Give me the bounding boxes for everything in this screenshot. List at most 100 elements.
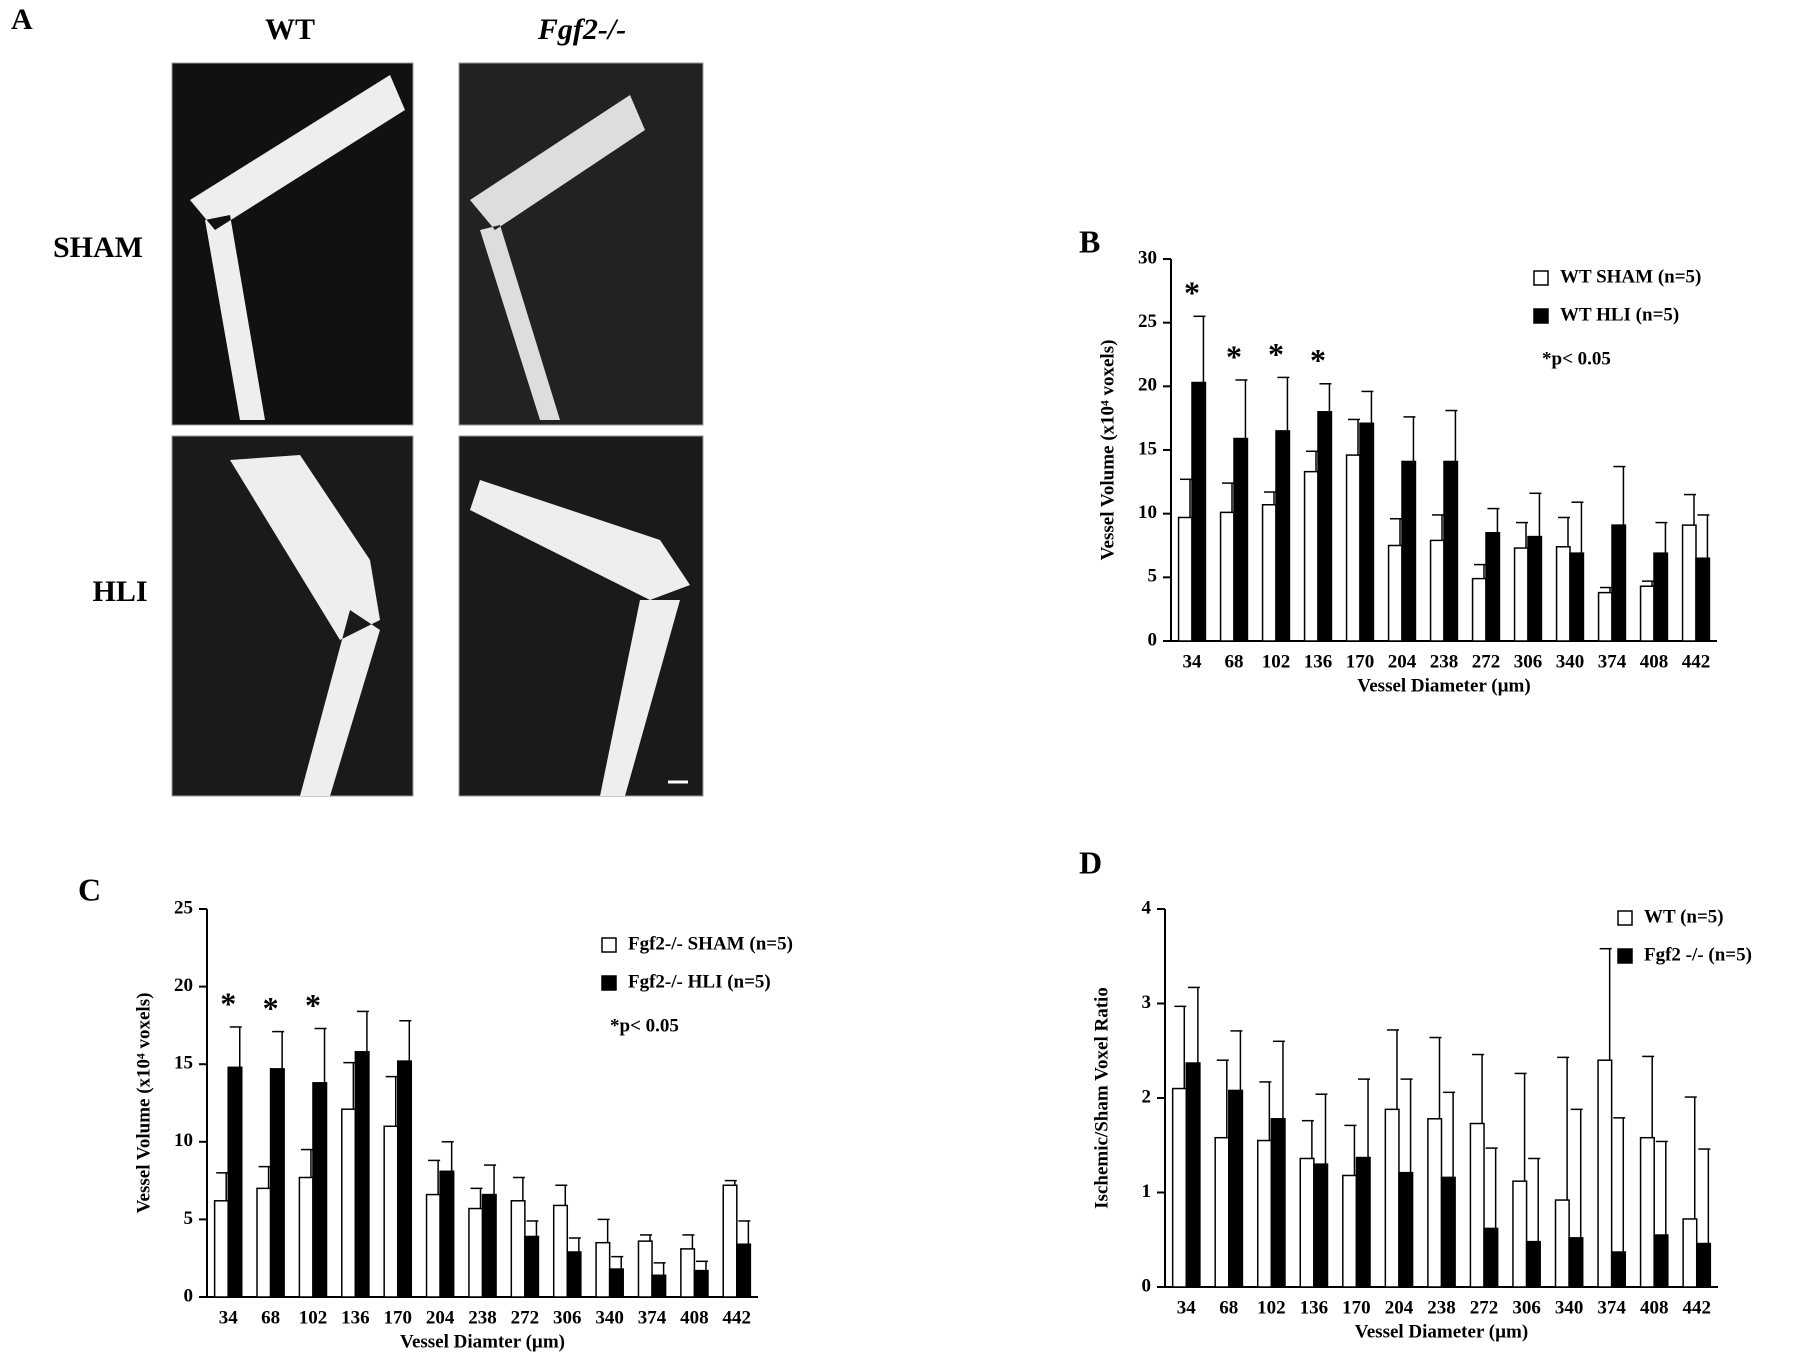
bar (637, 1240, 653, 1298)
bar (227, 1066, 243, 1298)
y-tick-label: 15 (174, 1053, 193, 1074)
bar (1611, 524, 1627, 642)
panel-label: A (11, 3, 33, 36)
bar (1313, 1163, 1329, 1288)
bar (439, 1170, 455, 1298)
y-tick-label: 25 (1138, 311, 1157, 332)
y-tick-label: 25 (174, 897, 193, 918)
x-tick-label: 102 (1257, 1297, 1286, 1318)
bar (651, 1274, 667, 1298)
bone-shape (470, 95, 645, 420)
bar (213, 1200, 229, 1298)
bar (1270, 1118, 1286, 1288)
x-tick-label: 34 (219, 1307, 239, 1328)
y-tick-label: 30 (1138, 247, 1157, 268)
x-tick-label: 272 (1470, 1297, 1499, 1318)
bar (1427, 1118, 1443, 1288)
x-axis-label: Vessel Diameter (µm) (1355, 1321, 1528, 1342)
y-axis-label: Ischemic/Sham Voxel Ratio (1091, 987, 1112, 1209)
bar (1177, 516, 1193, 642)
panel-a-images (171, 62, 704, 797)
legend-label: WT (n=5) (1644, 906, 1724, 927)
y-tick-label: 10 (1138, 502, 1157, 523)
x-tick-label: 204 (1385, 1297, 1414, 1318)
bar (298, 1176, 314, 1298)
x-axis-label: Vessel Diameter (µm) (1357, 675, 1530, 696)
legend-swatch (601, 975, 617, 991)
bar (552, 1204, 569, 1298)
y-tick-label: 20 (174, 975, 193, 996)
bar (608, 1268, 624, 1298)
bar (1610, 1251, 1627, 1288)
bar (1527, 535, 1543, 642)
x-tick-label: 340 (1556, 651, 1585, 672)
x-tick-label: 374 (1597, 1297, 1626, 1318)
legend-swatch (601, 937, 617, 953)
bar (354, 1051, 370, 1298)
bar (1525, 1240, 1541, 1288)
legend-swatch (1617, 948, 1633, 964)
bar (1443, 460, 1459, 642)
y-tick-label: 15 (1138, 438, 1157, 459)
significance-marker: * (305, 987, 321, 1023)
significance-marker: * (1310, 342, 1326, 378)
x-tick-label: 136 (1304, 651, 1333, 672)
bar (1303, 470, 1319, 642)
y-tick-label: 5 (1148, 566, 1158, 587)
panel-label: C (78, 871, 101, 907)
bar (595, 1241, 611, 1298)
bar (1653, 552, 1669, 642)
bar (341, 1108, 357, 1298)
bar (1554, 1199, 1570, 1288)
bar (1256, 1139, 1273, 1288)
y-tick-label: 0 (184, 1285, 194, 1306)
bar (468, 1207, 484, 1298)
x-tick-label: 272 (511, 1307, 540, 1328)
significance-marker: * (220, 985, 236, 1021)
bar (396, 1060, 413, 1298)
bar (1219, 511, 1235, 642)
bone-shape (230, 455, 380, 796)
bar (1440, 1176, 1456, 1288)
bar (1681, 524, 1697, 642)
x-tick-label: 408 (1640, 651, 1669, 672)
legend-label: WT HLI (n=5) (1560, 304, 1679, 325)
bar (1355, 1156, 1371, 1288)
y-tick-label: 10 (174, 1130, 193, 1151)
x-tick-label: 136 (1300, 1297, 1329, 1318)
y-tick-label: 3 (1142, 992, 1152, 1013)
bar (1299, 1157, 1315, 1288)
x-tick-label: 442 (723, 1307, 752, 1328)
x-tick-label: 306 (1514, 651, 1543, 672)
x-tick-label: 306 (553, 1307, 582, 1328)
bar (1695, 1242, 1712, 1288)
x-tick-label: 136 (341, 1307, 370, 1328)
legend-swatch (1617, 910, 1633, 926)
x-tick-label: 68 (261, 1307, 280, 1328)
legend-label: Fgf2 -/- (n=5) (1644, 944, 1752, 965)
row-label: SHAM (53, 231, 143, 264)
x-tick-label: 34 (1177, 1297, 1197, 1318)
bar (1384, 1108, 1400, 1288)
bar (1471, 577, 1487, 642)
legend-label: Fgf2-/- HLI (n=5) (628, 971, 771, 992)
x-tick-label: 238 (468, 1307, 497, 1328)
bar (680, 1248, 696, 1298)
bar (1695, 557, 1711, 642)
x-tick-label: 102 (299, 1307, 328, 1328)
x-tick-label: 306 (1512, 1297, 1541, 1318)
bar (1512, 1180, 1528, 1288)
bar (1387, 544, 1403, 642)
bar (269, 1068, 285, 1298)
y-tick-label: 2 (1142, 1086, 1152, 1107)
bar (722, 1184, 738, 1298)
bar (736, 1243, 752, 1298)
x-tick-label: 102 (1262, 651, 1291, 672)
significance-marker: * (1268, 336, 1284, 372)
x-tick-label: 204 (1388, 651, 1417, 672)
bar (481, 1193, 497, 1298)
bar (693, 1269, 709, 1298)
column-label: WT (265, 13, 315, 46)
x-tick-label: 442 (1682, 1297, 1711, 1318)
